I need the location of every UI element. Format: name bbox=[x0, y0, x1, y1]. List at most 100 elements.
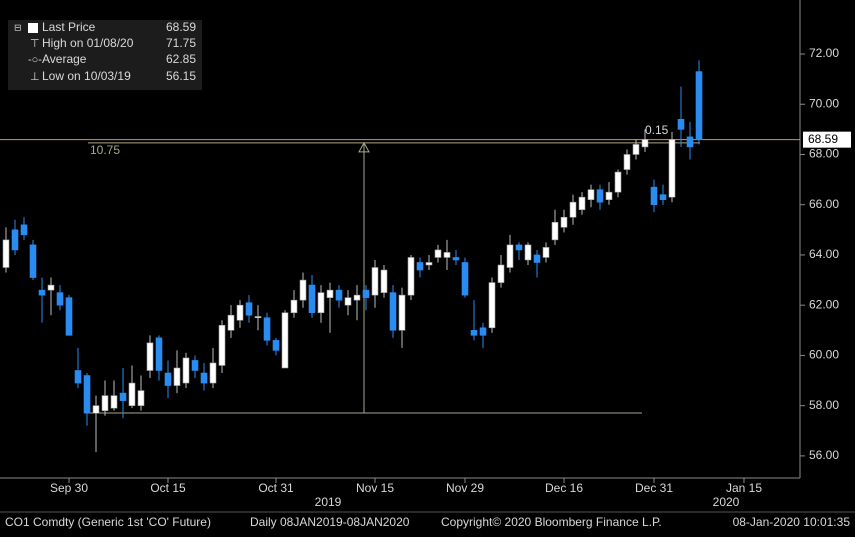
x-tick-label: Sep 30 bbox=[50, 481, 88, 495]
x-tick-label: Dec 16 bbox=[545, 481, 583, 495]
legend-label: High on 01/08/20 bbox=[42, 36, 134, 50]
legend-icon: ⊟ bbox=[14, 22, 22, 32]
legend-label: Last Price bbox=[42, 20, 96, 34]
candle-body bbox=[38, 289, 46, 296]
candle-body bbox=[209, 362, 217, 384]
candle-body bbox=[344, 297, 352, 306]
x-tick-label: Oct 31 bbox=[258, 481, 294, 495]
candle-body bbox=[236, 304, 244, 321]
y-tick-label: 72.00 bbox=[809, 46, 839, 60]
candle-body bbox=[56, 292, 64, 306]
candle-body bbox=[272, 340, 280, 351]
year-label: 2019 bbox=[315, 495, 342, 509]
candle-body bbox=[29, 244, 37, 278]
candle-body bbox=[443, 252, 451, 258]
measure-arrow bbox=[358, 141, 370, 153]
candle-body bbox=[614, 171, 622, 193]
candle-body bbox=[155, 337, 163, 371]
candle-body bbox=[200, 372, 208, 384]
candle-body bbox=[542, 247, 550, 258]
candle-body bbox=[308, 284, 316, 314]
x-tick-label: Jan 15 bbox=[726, 481, 762, 495]
legend-value: 62.85 bbox=[166, 52, 196, 66]
candle-body bbox=[101, 395, 109, 411]
candle-body bbox=[92, 405, 100, 414]
y-tick-label: 56.00 bbox=[809, 448, 839, 462]
y-tick-label: 60.00 bbox=[809, 348, 839, 362]
legend-value: 68.59 bbox=[166, 20, 196, 34]
candle-body bbox=[173, 367, 181, 386]
candle-body bbox=[191, 360, 199, 371]
candle-body bbox=[686, 136, 694, 148]
candle-body bbox=[623, 154, 631, 170]
legend-icon: ⊤ bbox=[30, 38, 40, 50]
footer-text: Daily 08JAN2019-08JAN2020 bbox=[250, 515, 410, 529]
legend-label: Average bbox=[42, 52, 87, 66]
candle-body bbox=[551, 221, 559, 241]
candle-body bbox=[506, 244, 514, 268]
candle-body bbox=[407, 257, 415, 296]
x-tick-label: Nov 29 bbox=[446, 481, 484, 495]
candle-body bbox=[353, 294, 361, 301]
footer-text: 08-Jan-2020 10:01:35 bbox=[733, 515, 851, 529]
candle-body bbox=[263, 317, 271, 341]
x-tick-label: Nov 15 bbox=[356, 481, 394, 495]
candle-body bbox=[569, 201, 577, 218]
candle-body bbox=[452, 257, 460, 261]
candle-body bbox=[20, 224, 28, 236]
gap-label: 0.15 bbox=[645, 123, 669, 137]
legend-label: Low on 10/03/19 bbox=[42, 69, 131, 83]
legend-box bbox=[8, 20, 202, 90]
candle-body bbox=[218, 324, 226, 366]
candle-body bbox=[515, 244, 523, 251]
candle-body bbox=[596, 189, 604, 203]
candle-body bbox=[398, 294, 406, 331]
candle-body bbox=[497, 264, 505, 283]
legend-swatch bbox=[28, 23, 38, 33]
year-label: 2020 bbox=[713, 495, 740, 509]
candle-body bbox=[110, 395, 118, 409]
y-tick-label: 66.00 bbox=[809, 197, 839, 211]
legend-value: 56.15 bbox=[166, 69, 196, 83]
candle-body bbox=[470, 330, 478, 336]
candle-body bbox=[524, 244, 532, 261]
candle-body bbox=[317, 292, 325, 314]
candle-body bbox=[65, 297, 73, 336]
last-price-label: 68.59 bbox=[808, 132, 838, 146]
candle-body bbox=[587, 189, 595, 200]
candle-body bbox=[83, 375, 91, 414]
candle-body bbox=[74, 370, 82, 384]
last-price-box bbox=[803, 131, 851, 148]
candle-body bbox=[650, 186, 658, 206]
candle-body bbox=[128, 382, 136, 406]
candle-body bbox=[632, 144, 640, 155]
candle-body bbox=[641, 139, 649, 148]
candle-body bbox=[290, 299, 298, 314]
candle-body bbox=[281, 312, 289, 369]
candle-body bbox=[677, 119, 685, 130]
legend: ⊟ ⊤ -○- ⊥ Last Price 68.59 High on 01/08… bbox=[8, 20, 202, 90]
y-tick-label: 62.00 bbox=[809, 297, 839, 311]
candle-body bbox=[11, 229, 19, 251]
candle-body bbox=[695, 71, 703, 140]
candle-body bbox=[164, 372, 172, 386]
candle-body bbox=[2, 239, 10, 268]
candle-body bbox=[578, 196, 586, 211]
legend-icon: ⊥ bbox=[30, 71, 40, 83]
candle-body bbox=[389, 292, 397, 331]
candle-body bbox=[299, 279, 307, 301]
candle-body bbox=[425, 262, 433, 266]
candle-body bbox=[182, 357, 190, 384]
candle-body bbox=[560, 216, 568, 228]
candle-body bbox=[47, 284, 55, 291]
y-tick-label: 68.00 bbox=[809, 147, 839, 161]
candle-body bbox=[461, 262, 469, 296]
candle-body bbox=[227, 314, 235, 331]
candle-body bbox=[254, 316, 262, 319]
candle-body bbox=[380, 269, 388, 293]
candle-body bbox=[434, 249, 442, 258]
candle-body bbox=[326, 289, 334, 298]
x-tick-label: Dec 31 bbox=[635, 481, 673, 495]
